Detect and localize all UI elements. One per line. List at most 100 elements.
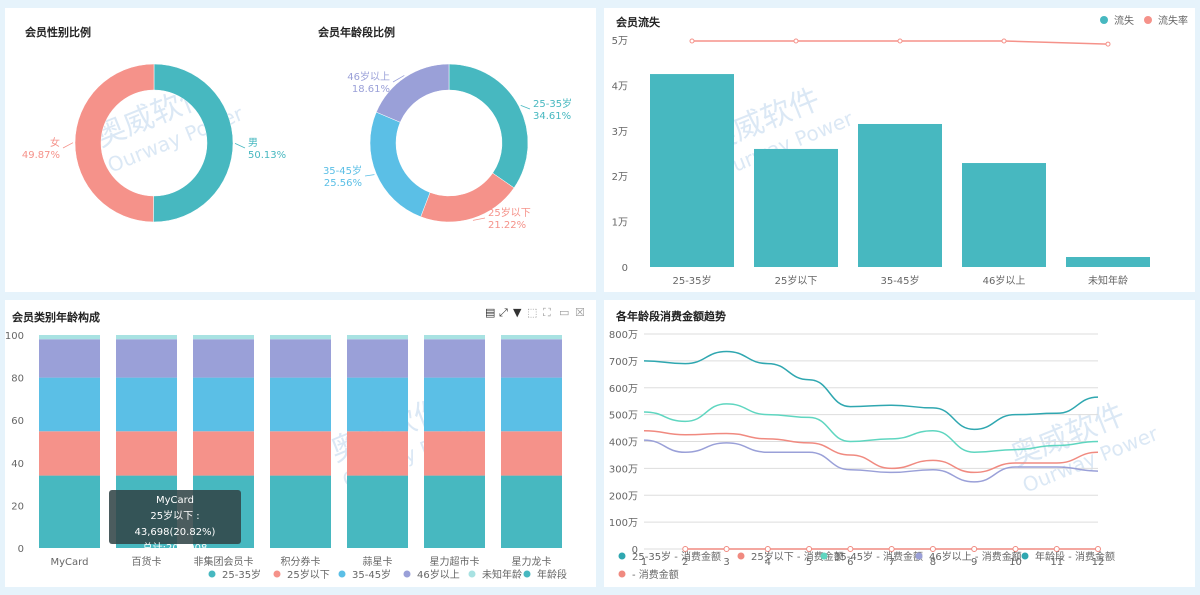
stacked-bar-segment [270,377,331,432]
y-tick-label: 100万 [609,518,638,529]
churn-bar [858,123,942,268]
gender-slice-label: 女 [50,136,60,149]
legend-label: 年龄段 [537,568,567,581]
spend-point [929,546,936,552]
y-tick-label: 3万 [612,127,628,138]
gender-slice-label: 男 [248,137,258,149]
legend-label: - 消费金额 [632,568,679,581]
agegroup-slice [369,111,431,218]
legend-label: 25岁以下 - 消费金额 [751,550,844,563]
y-tick-label: 0 [632,545,638,556]
spend-trend-panel [604,300,1195,587]
y-tick-label: 0 [18,544,24,555]
churn-chart-title: 会员流失 [616,16,660,29]
gender-leader-line [234,142,246,149]
stacked-bar-segment [116,335,177,340]
gender-slice-percent: 49.87% [22,150,60,161]
legend-marker [403,570,411,578]
legend-marker [820,552,828,560]
gender-age-panel [5,8,596,292]
agegroup-slice-percent: 25.56% [324,178,362,189]
stacked-bar-segment [116,431,177,476]
fullscreen-icon[interactable]: ⤢ [499,306,508,319]
x-tick-label: MyCard [51,557,89,568]
legend-label: 年龄段 - 消费金额 [1035,550,1115,563]
spend-point [682,546,689,552]
x-tick-label: 46岁以上 [983,274,1026,287]
stacked-bar-segment [501,335,562,340]
agegroup-slice [448,63,529,189]
x-tick-label: 3 [723,557,729,568]
restore-icon[interactable]: ⛶ [543,306,551,319]
spend-point [1095,546,1101,552]
legend-marker [338,570,346,578]
stacked-bar-segment [347,377,408,432]
stacked-bar-segment [501,431,562,476]
legend-marker [915,552,923,560]
legend-marker [1100,16,1108,24]
stacked-bar-segment [347,475,408,548]
legend-marker [1021,552,1029,560]
stacked-bar-segment [501,377,562,432]
churn-bar [962,163,1046,267]
x-tick-label: 积分券卡 [281,555,321,568]
y-tick-label: 5万 [612,36,628,47]
stacked-bar-segment [39,377,100,432]
legend-marker [523,570,531,578]
stacked-bar-segment [193,431,254,476]
stacked-bar-segment [501,339,562,378]
stacked-bar-segment [39,475,100,548]
legend-label: 流失 [1114,14,1134,27]
gender-slice-percent: 50.13% [248,150,286,161]
data-view-icon[interactable]: ▤ [485,306,496,319]
churn-rate-point [793,38,799,44]
spend-point [847,546,854,552]
x-tick-label: 25-35岁 [672,274,711,287]
agegroup-slice-percent: 34.61% [533,111,571,122]
y-tick-label: 4万 [612,81,628,92]
spend-chart-title: 各年龄段消费金额趋势 [616,310,726,323]
x-tick-label: 星力龙卡 [512,555,552,568]
spend-line [643,430,1099,474]
legend-label: 流失率 [1158,14,1188,27]
close-icon[interactable]: ☒ [575,306,585,319]
agegroup-leader-line [392,75,405,83]
legend-marker [618,552,626,560]
x-tick-label: 4 [765,557,771,568]
legend-label: 未知年龄 [482,568,522,581]
card-age-chart-title: 会员类别年龄构成 [12,311,100,324]
zoom-icon[interactable]: ⬚ [527,306,538,319]
gender-chart-title: 会员性别比例 [25,26,91,39]
export-icon[interactable]: ▭ [559,306,570,319]
agegroup-slice-label: 25岁以下 [488,206,531,219]
spend-point [723,546,730,552]
filter-icon[interactable]: ▼ [513,306,522,319]
stacked-bar-segment [270,339,331,378]
x-tick-label: 10 [1009,557,1022,568]
legend-marker [208,570,216,578]
y-tick-label: 20 [11,501,24,512]
spend-point [764,546,771,552]
y-tick-label: 40 [11,459,24,470]
stacked-bar-segment [424,377,485,432]
agegroup-slice [375,63,450,123]
agegroup-leader-line [472,217,486,221]
spend-point [888,546,895,552]
x-tick-label: 12 [1092,557,1105,568]
x-tick-label: 星力超市卡 [430,555,480,568]
spend-line [643,350,1099,431]
x-tick-label: 2 [682,557,688,568]
agegroup-slice-label: 46岁以上 [347,70,390,83]
legend-label: 25岁以下 [287,568,330,581]
stacked-bar-segment [270,335,331,340]
y-tick-label: 60 [11,416,24,427]
y-tick-label: 600万 [609,384,638,395]
tooltip-total: 总计:209,908 [142,543,208,554]
y-tick-label: 500万 [609,411,638,422]
x-tick-label: 非集团会员卡 [194,555,254,568]
y-tick-label: 800万 [609,330,638,341]
stacked-bar-segment [39,431,100,476]
x-tick-label: 8 [930,557,936,568]
legend-marker [1144,16,1152,24]
agegroup-slice-percent: 18.61% [352,84,390,95]
